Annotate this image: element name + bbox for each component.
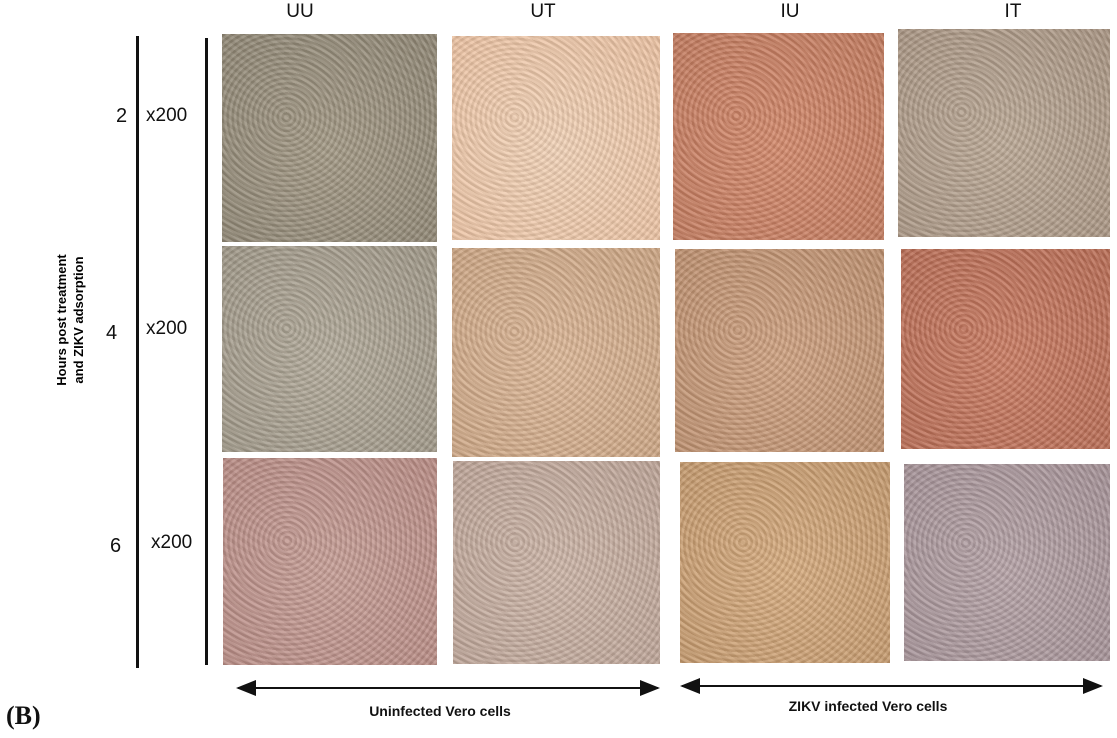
figure: Hours post treatment and ZIKV adsorption… [0, 0, 1117, 738]
micrograph [680, 462, 890, 663]
magnification-label: x200 [146, 318, 187, 340]
magnification-label: x200 [151, 532, 192, 554]
magnification-label: x200 [146, 105, 187, 127]
micrograph [222, 34, 437, 242]
micrograph [675, 249, 884, 452]
micrograph [223, 458, 437, 665]
micrograph [673, 33, 884, 240]
micrograph [452, 36, 660, 240]
micrograph [453, 461, 660, 664]
micrograph [904, 464, 1110, 661]
column-header: UT [530, 1, 555, 23]
row-label: 6 [110, 535, 121, 558]
group-label: Uninfected Vero cells [369, 703, 511, 719]
panel-label: (B) [6, 701, 41, 731]
micrograph [222, 246, 437, 452]
row-label: 4 [106, 322, 117, 345]
column-header: IT [1005, 1, 1022, 23]
group-label: ZIKV infected Vero cells [789, 698, 948, 714]
micrograph [901, 249, 1110, 449]
micrograph [898, 29, 1110, 237]
column-header: UU [286, 1, 313, 23]
column-header: IU [781, 1, 800, 23]
row-label: 2 [116, 105, 127, 128]
micrograph [452, 248, 660, 457]
